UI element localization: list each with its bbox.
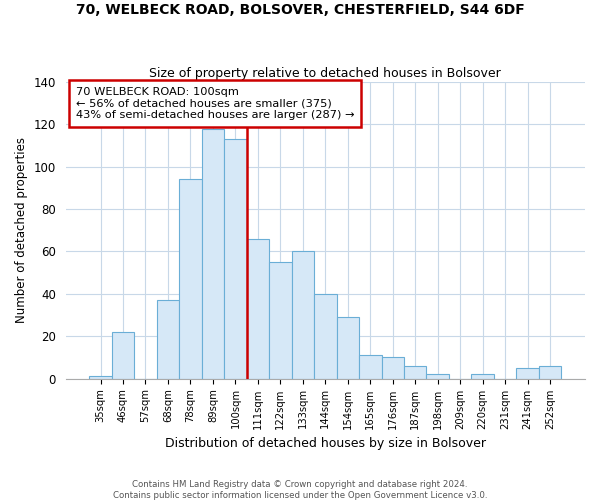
- Text: Contains HM Land Registry data © Crown copyright and database right 2024.
Contai: Contains HM Land Registry data © Crown c…: [113, 480, 487, 500]
- Bar: [179, 180, 202, 378]
- Bar: [314, 294, 337, 378]
- Bar: [224, 139, 247, 378]
- Bar: [539, 366, 562, 378]
- Bar: [337, 317, 359, 378]
- Bar: [292, 252, 314, 378]
- Bar: [247, 239, 269, 378]
- Bar: [472, 374, 494, 378]
- Title: Size of property relative to detached houses in Bolsover: Size of property relative to detached ho…: [149, 66, 501, 80]
- Bar: [269, 262, 292, 378]
- Y-axis label: Number of detached properties: Number of detached properties: [15, 138, 28, 324]
- Bar: [89, 376, 112, 378]
- Bar: [157, 300, 179, 378]
- Text: 70, WELBECK ROAD, BOLSOVER, CHESTERFIELD, S44 6DF: 70, WELBECK ROAD, BOLSOVER, CHESTERFIELD…: [76, 2, 524, 16]
- Bar: [202, 128, 224, 378]
- Bar: [427, 374, 449, 378]
- Bar: [517, 368, 539, 378]
- X-axis label: Distribution of detached houses by size in Bolsover: Distribution of detached houses by size …: [165, 437, 486, 450]
- Bar: [112, 332, 134, 378]
- Bar: [404, 366, 427, 378]
- Bar: [359, 356, 382, 378]
- Bar: [382, 358, 404, 378]
- Text: 70 WELBECK ROAD: 100sqm
← 56% of detached houses are smaller (375)
43% of semi-d: 70 WELBECK ROAD: 100sqm ← 56% of detache…: [76, 86, 355, 120]
